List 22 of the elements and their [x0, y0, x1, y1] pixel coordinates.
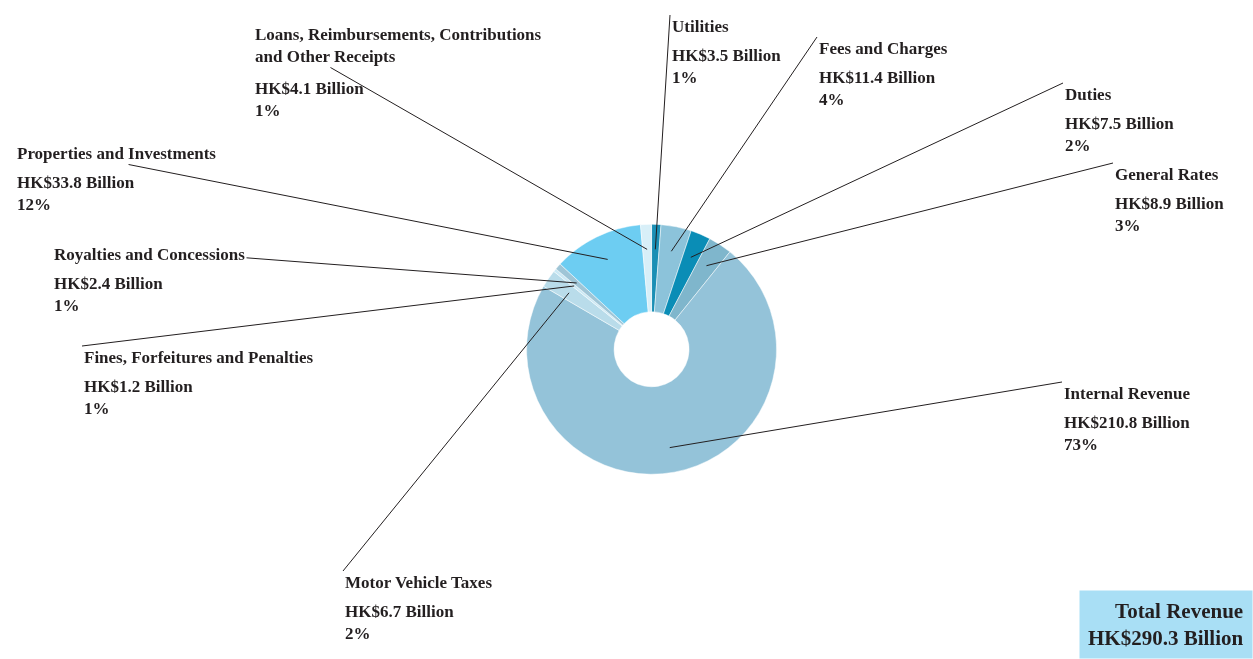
text: Total Revenue HK$290.3 Billion — [1088, 599, 1244, 651]
slice-label: General Rates — [1115, 165, 1219, 184]
slice-label: Properties and Investments — [17, 144, 217, 163]
data-label: HK$4.1 Billion 1% — [255, 79, 365, 121]
data-label: HK$8.9 Billion 3% — [1115, 194, 1225, 236]
data-label: HK$210.8 Billion 73% — [1064, 413, 1191, 455]
donut-slice — [559, 224, 649, 324]
slice-label: Utilities — [672, 17, 730, 36]
data-label: HK$1.2 Billion 1% — [84, 377, 194, 419]
slice-label: Royalties and Concessions — [54, 245, 246, 264]
slice-label: Fees and Charges — [819, 39, 948, 58]
slice-label: Fines, Forfeitures and Penalties — [84, 348, 314, 367]
slice-label: Motor Vehicle Taxes — [345, 573, 493, 592]
slice-label: Internal Revenue — [1064, 384, 1191, 403]
data-label: HK$11.4 Billion 4% — [819, 68, 936, 110]
data-label: HK$6.7 Billion 2% — [345, 602, 455, 644]
data-label: HK$33.8 Billion 12% — [17, 173, 135, 215]
slice-label: Duties — [1065, 85, 1112, 104]
data-label: HK$2.4 Billion 1% — [54, 274, 164, 316]
data-label: HK$3.5 Billion 1% — [672, 46, 782, 88]
slice-label: Loans, Reimbursements, Contributions and Other Receipts — [255, 25, 542, 67]
data-label: HK$7.5 Billion 2% — [1065, 114, 1175, 156]
